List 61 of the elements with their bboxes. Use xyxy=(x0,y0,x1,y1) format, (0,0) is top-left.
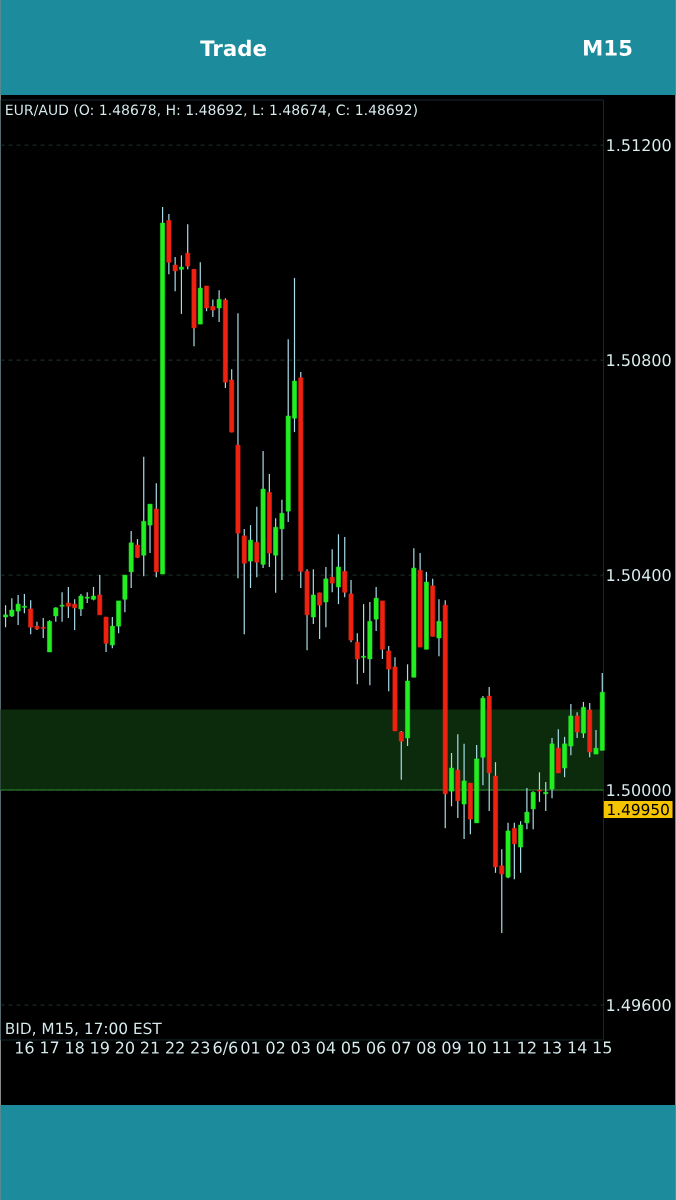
candlestick xyxy=(524,787,530,830)
y-tick-label: 1.49600 xyxy=(607,999,671,1012)
candlestick xyxy=(335,533,341,605)
candlestick xyxy=(185,223,191,270)
x-tick-label: 23 xyxy=(191,1041,210,1054)
y-tick-label: 1.50000 xyxy=(607,784,671,797)
candlestick xyxy=(317,592,322,640)
x-tick-label: 01 xyxy=(241,1041,260,1054)
x-tick-label: 17 xyxy=(41,1041,59,1054)
candlestick xyxy=(461,743,467,840)
x-tick-label: 14 xyxy=(568,1041,587,1054)
candlestick xyxy=(310,568,316,625)
x-tick-label: 20 xyxy=(115,1041,134,1054)
candlestick xyxy=(574,711,580,739)
candlestick xyxy=(323,566,329,628)
chart-title: EUR/AUD (O: 1.48678, H: 1.48692, L: 1.48674, C: 1.48692) xyxy=(6,104,417,117)
x-tick-label: 04 xyxy=(316,1041,336,1054)
candlestick xyxy=(436,598,442,657)
candlestick xyxy=(97,574,103,616)
candlestick xyxy=(329,548,335,593)
x-tick-label: 07 xyxy=(392,1041,410,1054)
candlestick xyxy=(373,586,379,632)
text: 1.49950 xyxy=(608,803,669,816)
x-tick-label: 19 xyxy=(91,1041,109,1054)
candlestick xyxy=(178,254,184,315)
x-tick-label: 06 xyxy=(366,1041,386,1054)
x-tick-label: 02 xyxy=(266,1041,285,1054)
candlestick xyxy=(59,591,65,623)
candlestick xyxy=(530,790,536,830)
candlestick xyxy=(172,256,178,292)
x-tick-label: 10 xyxy=(468,1041,486,1054)
x-tick-label: 11 xyxy=(493,1041,511,1054)
x-tick-label: 13 xyxy=(543,1041,561,1054)
x-tick-label: 15 xyxy=(593,1041,611,1054)
x-tick-label: 08 xyxy=(417,1041,436,1054)
x-tick-label: 22 xyxy=(166,1041,184,1054)
candlestick xyxy=(254,506,260,578)
x-tick-label: 18 xyxy=(66,1041,84,1054)
candlestick xyxy=(248,524,253,589)
candlestick xyxy=(511,822,517,880)
x-tick-label: 12 xyxy=(518,1041,536,1054)
y-tick-label: 1.50400 xyxy=(607,569,671,582)
y-tick-label: 1.51200 xyxy=(607,139,671,152)
text: M15 xyxy=(583,40,632,56)
candlestick xyxy=(342,536,348,598)
text: Trade xyxy=(200,39,266,57)
x-tick-label: 6/6 xyxy=(213,1041,238,1055)
x-tick-label: 09 xyxy=(442,1041,461,1054)
candlestick xyxy=(134,538,140,559)
annotation: BID, M15, 17:00 EST xyxy=(6,1022,162,1036)
x-tick-label: 05 xyxy=(341,1041,360,1054)
candlestick xyxy=(518,820,523,874)
candlestick xyxy=(449,752,454,807)
candlestick xyxy=(543,781,549,812)
candlestick xyxy=(216,289,222,323)
x-tick-label: 16 xyxy=(15,1041,34,1054)
candlestick xyxy=(536,771,542,803)
candlestick xyxy=(354,632,360,685)
y-tick-label: 1.50800 xyxy=(607,354,671,367)
x-tick-label: 21 xyxy=(140,1041,159,1054)
x-tick-label: 03 xyxy=(291,1041,310,1054)
